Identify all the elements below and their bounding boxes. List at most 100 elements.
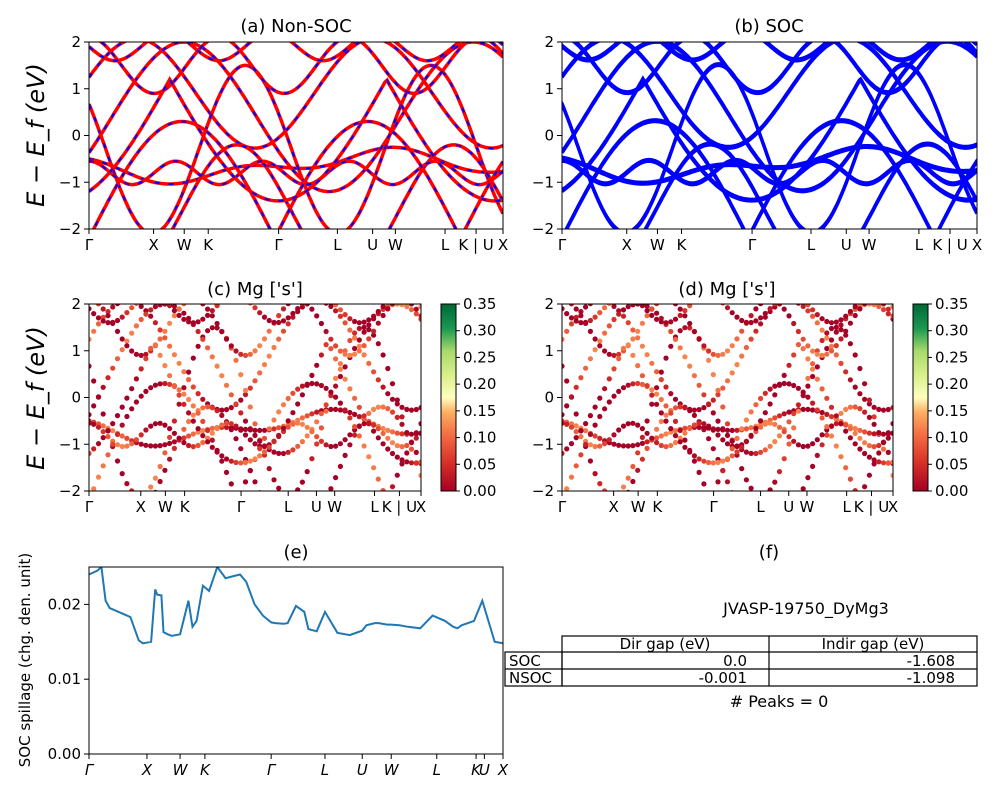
projected-point [819,442,825,448]
projected-point [162,450,168,456]
projected-point [242,387,249,393]
projected-point [394,443,400,449]
projected-point [281,491,286,496]
projected-point [413,435,419,441]
projected-point [639,456,646,462]
projected-point [607,492,612,497]
projected-point [138,393,144,399]
projected-point [876,459,882,465]
projected-point [205,312,211,318]
projected-point [852,352,858,358]
projected-point [880,460,887,466]
projected-point [635,304,641,307]
projected-point [252,421,258,427]
projected-point [810,373,816,380]
projected-point [352,432,358,438]
projected-point [658,377,664,383]
projected-point [696,407,702,413]
projected-point [129,386,135,392]
projected-point [739,317,745,324]
projected-point [205,345,211,351]
projected-point [625,382,631,388]
projected-point [408,304,415,307]
projected-point [100,384,106,390]
y-tick-label: −2 [59,482,81,500]
projected-point [361,443,367,449]
projected-point [805,308,811,314]
projected-point [280,425,287,431]
projected-point [223,420,230,426]
projected-point [157,443,163,449]
projected-point [157,327,163,333]
projected-point [663,355,669,361]
projected-point [795,442,802,448]
x-tick-label: Γ [267,761,277,779]
projected-point [162,328,168,334]
projected-point [318,411,324,417]
projected-point [696,424,702,430]
nonsoc-band-5 [97,42,503,96]
projected-point [309,429,315,435]
projected-point [748,319,754,326]
projected-point [95,424,102,430]
projected-point [597,395,603,401]
projected-point [209,313,215,319]
projected-point [171,352,177,358]
projected-point [724,305,731,311]
projected-point [795,385,802,391]
projected-point [148,307,154,313]
projected-point [597,310,603,316]
projected-point [843,465,849,471]
projected-point [157,420,163,426]
projected-point [630,463,636,470]
projected-point [394,401,400,407]
projected-point [729,453,735,459]
projected-point [257,438,263,444]
projected-point [805,443,811,449]
projected-point [261,449,268,455]
projected-point [347,337,353,344]
projected-point [701,343,707,349]
projected-point [758,449,764,455]
y-tick-label: 1 [544,342,554,360]
projected-point [677,404,683,410]
soc-band-5 [571,42,977,96]
projected-point [724,421,731,427]
projected-point [271,449,277,455]
projected-point [867,298,872,303]
projected-point [573,306,579,312]
projected-point [399,431,405,437]
projected-point [682,444,688,450]
projected-point [828,348,835,354]
projected-point [91,486,97,491]
projected-point [333,394,339,400]
projected-point [800,346,806,352]
x-tick-label: Γ [274,236,283,254]
projected-point [389,381,396,387]
x-tick-label: W [158,498,173,516]
projected-point [630,352,636,358]
projected-point [171,418,177,424]
projected-point [734,435,740,441]
projected-point [630,420,636,426]
projected-point [876,298,881,303]
projected-point [271,344,277,351]
colorbar-tick-label: 0.25 [463,348,496,366]
projected-point [819,327,825,333]
projected-point [138,441,144,447]
projected-point [121,304,123,305]
projected-point [819,409,825,416]
projected-point [602,299,607,304]
projected-point [635,442,641,448]
projected-point [795,304,801,306]
projected-point [843,422,849,428]
projected-point [143,311,149,317]
projected-point [228,343,234,349]
projected-point [361,329,367,335]
projected-point [380,304,386,310]
projected-point [91,446,97,452]
projected-point [753,425,759,431]
colorbar-tick-label: 0.00 [463,482,496,500]
projected-point [743,417,750,423]
projected-point [620,313,627,319]
